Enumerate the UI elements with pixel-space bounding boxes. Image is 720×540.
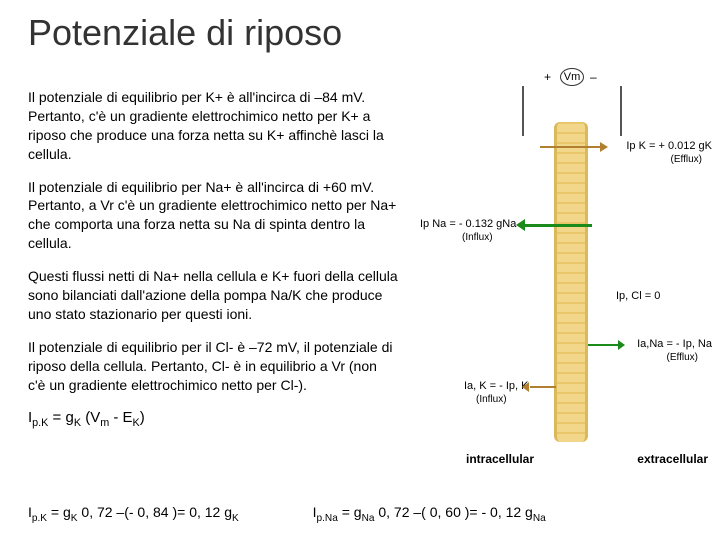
equation-ipk: Ip.K = gK 0, 72 –(- 0, 84 )= 0, 12 gK: [28, 504, 239, 524]
arrow-ipna-head: [516, 219, 525, 231]
annot-ipk-sub: (Efflux): [671, 154, 703, 165]
arrow-ipna: [524, 224, 592, 227]
arrow-iak-head: [522, 382, 529, 392]
intracellular-label: intracellular: [466, 452, 534, 466]
content-column: Il potenziale di equilibrio per K+ è all…: [28, 88, 398, 445]
plus-label: +: [544, 70, 551, 84]
paragraph-na: Il potenziale di equilibrio per Na+ è al…: [28, 178, 398, 254]
arrow-iak: [530, 386, 556, 388]
minus-label: –: [590, 70, 597, 84]
annot-ipk: Ip K = + 0.012 gK: [626, 140, 712, 152]
annot-iak: Ia, K = - Ip, K: [464, 380, 529, 392]
annot-iak-sub: (Influx): [476, 394, 507, 405]
annot-ipcl: Ip, Cl = 0: [616, 290, 660, 302]
annot-iana: Ia,Na = - Ip, Na: [637, 338, 712, 350]
equation-ipna: Ip.Na = gNa 0, 72 –( 0, 60 )= - 0, 12 gN…: [313, 504, 546, 524]
membrane-diagram: + Vm – Ip K = + 0.012 gK (Efflux) Ip Na …: [412, 68, 712, 468]
arrow-ipk: [540, 146, 600, 148]
paragraph-k: Il potenziale di equilibrio per K+ è all…: [28, 88, 398, 164]
arrow-ipk-head: [600, 142, 608, 152]
membrane: [554, 122, 588, 442]
electrode-intracellular: [620, 86, 622, 136]
paragraph-cl: Il potenziale di equilibrio per il Cl- è…: [28, 338, 398, 395]
formula-ipk: Ip.K = gK (Vm - EK): [28, 408, 398, 431]
annot-iana-sub: (Efflux): [667, 352, 699, 363]
electrode-extracellular: [522, 86, 524, 136]
bottom-equations: Ip.K = gK 0, 72 –(- 0, 84 )= 0, 12 gK Ip…: [28, 504, 698, 524]
annot-ipna: Ip Na = - 0.132 gNa: [420, 218, 516, 230]
annot-ipna-sub: (Influx): [462, 232, 493, 243]
vm-meter: Vm: [560, 68, 584, 86]
arrow-iana: [588, 344, 618, 346]
paragraph-flux: Questi flussi netti di Na+ nella cellula…: [28, 267, 398, 324]
arrow-iana-head: [618, 340, 625, 350]
extracellular-label: extracellular: [637, 452, 708, 466]
page-title: Potenziale di riposo: [0, 0, 720, 58]
